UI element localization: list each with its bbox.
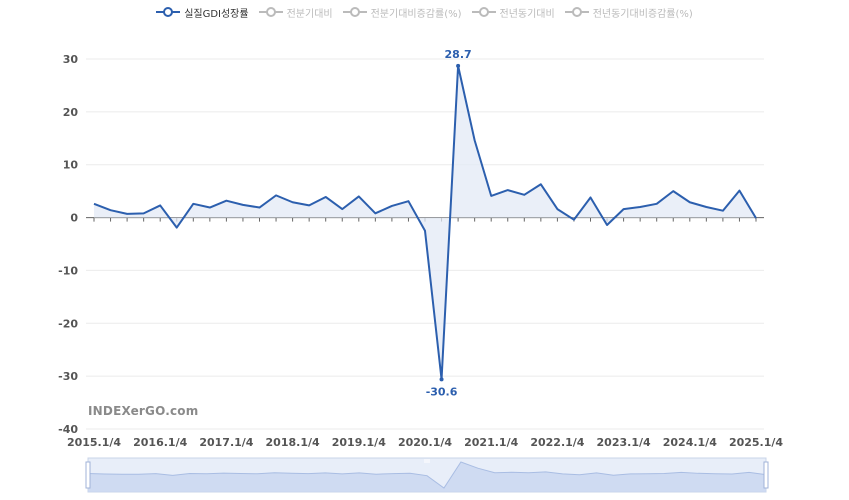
data-point [258, 206, 260, 208]
x-tick-label: 2021.1/4 [464, 436, 518, 449]
legend-line-marker-icon [471, 6, 496, 18]
data-point [589, 196, 591, 198]
x-tick-label: 2017.1/4 [199, 436, 253, 449]
data-point [325, 196, 327, 198]
legend-label: 전년동기대비 [499, 8, 555, 20]
data-point [192, 203, 194, 205]
data-point [656, 203, 658, 205]
data-point [275, 194, 277, 196]
zoom-preview-line [87, 461, 767, 489]
legend-label: 전분기대비 [286, 8, 333, 20]
legend-label: 전년동기대비증감률(%) [592, 8, 693, 20]
x-tick-label: 2024.1/4 [663, 436, 717, 449]
legend-line-marker-icon [258, 6, 283, 18]
zoom-handle-left[interactable] [85, 461, 91, 489]
data-point [722, 210, 724, 212]
data-point [755, 217, 757, 219]
data-point [242, 204, 244, 206]
data-point [374, 212, 376, 214]
data-point [142, 212, 144, 214]
x-tick-label: 2015.1/4 [67, 436, 121, 449]
data-point [540, 183, 542, 185]
watermark: INDEXerGO.com [88, 404, 199, 418]
data-point [109, 209, 111, 211]
data-point [738, 189, 740, 191]
data-point [523, 194, 525, 196]
x-tick-label: 2025.1/4 [729, 436, 783, 449]
data-label: 28.7 [445, 48, 472, 61]
data-point [622, 208, 624, 210]
data-point [176, 226, 178, 228]
x-tick-label: 2023.1/4 [597, 436, 651, 449]
annotation-dot [439, 377, 444, 382]
data-point [689, 201, 691, 203]
data-point [93, 203, 95, 205]
y-tick-label: -20 [58, 317, 78, 330]
series-line [93, 64, 757, 381]
legend-label: 전분기대비증감률(%) [370, 8, 462, 20]
data-point [358, 195, 360, 197]
data-point [341, 208, 343, 210]
y-tick-label: 0 [70, 212, 78, 225]
y-tick-label: -10 [58, 264, 78, 277]
data-point [424, 230, 426, 232]
zoom-grip-icon [424, 459, 430, 463]
data-point [556, 208, 558, 210]
legend-line-marker-icon [156, 6, 181, 18]
data-point [473, 139, 475, 141]
data-point [639, 206, 641, 208]
zoom-handle-right[interactable] [763, 461, 769, 489]
y-tick-label: 10 [63, 159, 79, 172]
data-point [209, 206, 211, 208]
data-point [573, 218, 575, 220]
data-point [159, 204, 161, 206]
x-tick-label: 2019.1/4 [332, 436, 386, 449]
y-tick-label: -40 [58, 423, 78, 436]
y-tick-label: 30 [63, 53, 79, 66]
annotation-dot [456, 63, 461, 68]
x-tick-label: 2016.1/4 [133, 436, 187, 449]
data-point [490, 195, 492, 197]
data-point [291, 201, 293, 203]
data-label: -30.6 [426, 385, 458, 398]
legend-line-marker-icon [564, 6, 589, 18]
legend-item-2[interactable]: 전분기대비 [258, 5, 333, 20]
data-point [308, 204, 310, 206]
x-tick-label: 2020.1/4 [398, 436, 452, 449]
data-point [672, 190, 674, 192]
data-point [225, 199, 227, 201]
legend-item-3[interactable]: 전분기대비증감률(%) [342, 5, 462, 20]
legend-item-4[interactable]: 전년동기대비 [471, 5, 555, 20]
data-point [407, 200, 409, 202]
legend-label: 실질GDI성장률 [184, 8, 249, 20]
data-point [391, 205, 393, 207]
legend-line-marker-icon [342, 6, 367, 18]
y-tick-label: -30 [58, 370, 78, 383]
data-point [606, 224, 608, 226]
series-area [94, 65, 756, 380]
x-tick-label: 2022.1/4 [530, 436, 584, 449]
legend-item-1[interactable]: 실질GDI성장률 [156, 5, 249, 20]
data-point [507, 189, 509, 191]
data-point [705, 206, 707, 208]
legend-item-5[interactable]: 전년동기대비증감률(%) [564, 5, 693, 20]
chart-legend: 실질GDI성장률 전분기대비 전분기대비증감률(%) 전년동기대비 전년동기대비증감률(… [0, 0, 849, 24]
x-tick-label: 2018.1/4 [266, 436, 320, 449]
data-point [126, 213, 128, 215]
y-tick-label: 20 [63, 106, 79, 119]
zoom-preview-area [88, 462, 766, 492]
